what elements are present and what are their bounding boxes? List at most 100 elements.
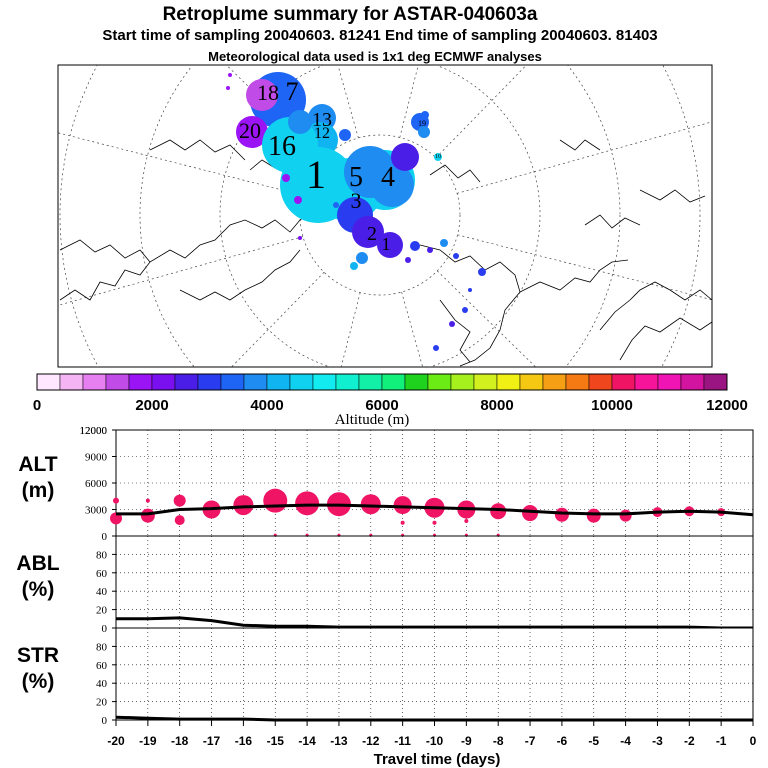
sampling-times: Start time of sampling 20040603. 81241 E… xyxy=(102,27,657,44)
meridian-line xyxy=(457,234,712,301)
colorbar-tick-label: 0 xyxy=(33,397,41,414)
colorbar-swatch xyxy=(266,373,291,391)
x-tick-label: -15 xyxy=(267,734,285,748)
x-tick-label: -7 xyxy=(525,734,536,748)
panel-frame xyxy=(115,627,754,721)
x-axis-label: Travel time (days) xyxy=(374,751,501,768)
latitude-circle-50 xyxy=(59,65,701,367)
colorbar-swatch xyxy=(174,373,199,391)
colorbar-swatch xyxy=(335,373,360,391)
panel-frame xyxy=(115,535,754,629)
x-tick-label: 0 xyxy=(750,734,757,748)
altitude-marker xyxy=(432,520,437,525)
plume-circle xyxy=(418,126,430,138)
plume-circle xyxy=(377,232,403,258)
colorbar-swatch xyxy=(59,373,84,391)
altitude-colorbar xyxy=(36,373,728,391)
altitude-marker xyxy=(360,494,381,515)
altitude-marker xyxy=(464,518,469,523)
x-tick-label: -17 xyxy=(203,734,221,748)
plume-day-label: 7 xyxy=(286,77,299,106)
y-tick-label: 40 xyxy=(96,678,108,690)
colorbar-ticks: 0 2000 4000 6000 8000 10000 12000 xyxy=(33,397,748,414)
y-tick-label: 12000 xyxy=(80,425,108,437)
polar-map xyxy=(58,65,712,367)
colorbar-swatch xyxy=(542,373,567,391)
plume-circle xyxy=(421,111,429,119)
meridian-line xyxy=(337,65,359,139)
plume-circle xyxy=(298,236,302,240)
x-tick-label: -20 xyxy=(107,734,125,748)
coastlines xyxy=(59,139,712,367)
colorbar-swatch xyxy=(680,373,705,391)
map-frame xyxy=(57,64,713,368)
panel-unit: (%) xyxy=(22,670,55,693)
colorbar-swatch xyxy=(657,373,682,391)
colorbar-tick-label: 6000 xyxy=(365,397,398,414)
colorbar-swatch xyxy=(151,373,176,391)
plume-day-label: 13 xyxy=(312,109,332,131)
y-tick-label: 60 xyxy=(96,660,108,672)
plume-day-label: 12 xyxy=(314,125,330,142)
altitude-marker xyxy=(174,515,185,526)
colorbar-swatch xyxy=(128,373,153,391)
altitude-marker xyxy=(393,496,412,515)
panel-unit: (m) xyxy=(22,479,55,502)
colorbar-swatch xyxy=(450,373,475,391)
meridian-line xyxy=(401,291,424,367)
plume-day-label: 1 xyxy=(382,234,391,254)
colorbar-label: Altitude (m) xyxy=(335,412,410,428)
altitude-marker xyxy=(233,495,254,516)
plume-day-label: 2 xyxy=(367,223,377,245)
x-tick-label: -16 xyxy=(235,734,253,748)
plume-circle xyxy=(352,216,384,248)
altitude-marker xyxy=(586,508,601,523)
plume-day-label: 18 xyxy=(257,80,279,105)
y-tick-label: 20 xyxy=(96,697,108,709)
plume-circle xyxy=(440,239,448,247)
plume-circle xyxy=(288,110,312,134)
colorbar-swatch xyxy=(36,373,61,391)
plume-circle xyxy=(294,196,302,204)
colorbar-swatch xyxy=(289,373,314,391)
colorbar-swatch xyxy=(427,373,452,391)
x-tick-label: -10 xyxy=(426,734,444,748)
panel-unit: (%) xyxy=(22,578,55,601)
altitude-marker xyxy=(490,503,507,520)
colorbar-frame xyxy=(36,373,728,391)
altitude-marker xyxy=(522,505,539,522)
colorbar-swatch xyxy=(105,373,130,391)
x-tick-label: -6 xyxy=(557,734,568,748)
plume-day-label: 3 xyxy=(351,188,362,213)
altitude-marker xyxy=(295,491,320,516)
altitude-marker xyxy=(400,520,405,525)
colorbar-tick-label: 10000 xyxy=(591,397,633,414)
y-tick-label: 60 xyxy=(96,568,108,580)
meridian-line xyxy=(436,270,537,367)
plume-day-label: 19 xyxy=(418,119,426,128)
y-tick-label: 9000 xyxy=(85,452,108,464)
x-tick-label: -3 xyxy=(652,734,663,748)
plume-circle xyxy=(333,202,339,208)
meridian-line xyxy=(435,65,527,159)
colorbar-swatch xyxy=(519,373,544,391)
y-tick-label: 12000 xyxy=(80,425,108,437)
y-tick-label: 0 xyxy=(102,715,108,727)
plume-day-label: 4 xyxy=(381,162,395,193)
plume-circle xyxy=(405,257,411,263)
altitude-marker xyxy=(554,507,569,522)
plume-circle xyxy=(226,86,230,90)
meridian-line xyxy=(399,65,419,138)
altitude-marker xyxy=(140,508,155,523)
time-series-panels: 03000600090001200012000ALT(m)020406080AB… xyxy=(16,425,754,727)
colorbar-swatch xyxy=(565,373,590,391)
y-tick-label: 80 xyxy=(96,641,108,653)
y-tick-label: 3000 xyxy=(85,505,108,517)
colorbar-swatch xyxy=(496,373,521,391)
plume-circle xyxy=(246,79,278,111)
plume-circle xyxy=(468,288,472,292)
